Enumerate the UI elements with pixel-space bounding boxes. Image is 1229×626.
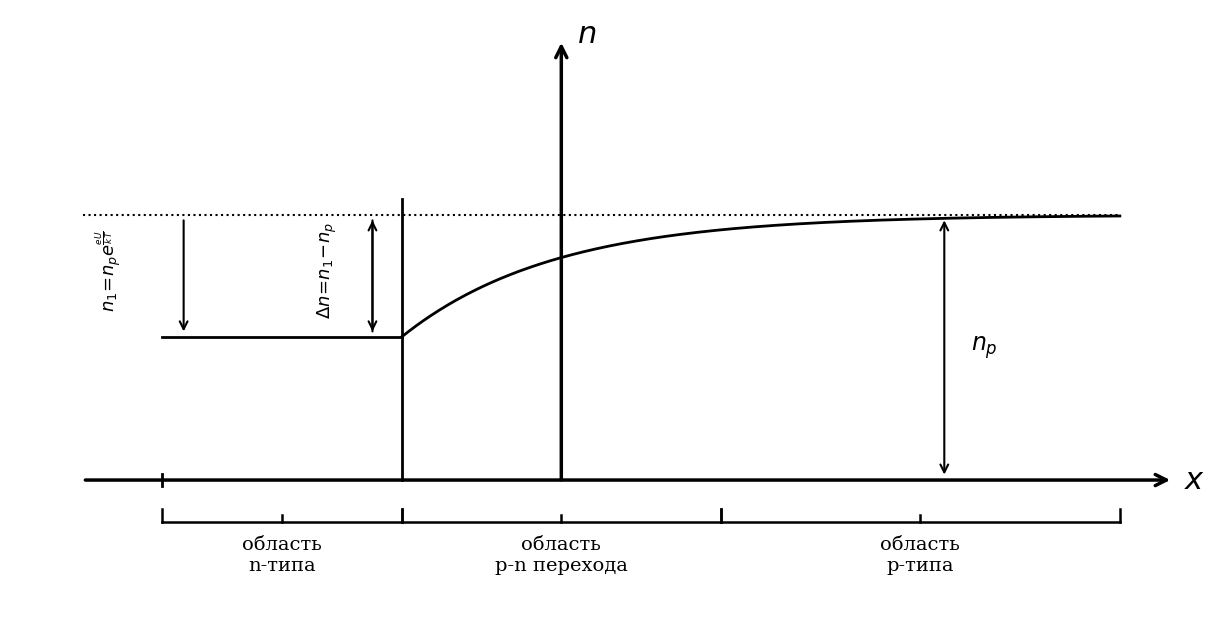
Text: область
p-типа: область p-типа — [880, 536, 960, 575]
Text: $n$: $n$ — [578, 19, 596, 50]
Text: $\Delta n\!=\!n_1\!-\!n_p$: $\Delta n\!=\!n_1\!-\!n_p$ — [316, 222, 339, 319]
Text: $n_1\!=\!n_p e^{\frac{eU}{kT}}$: $n_1\!=\!n_p e^{\frac{eU}{kT}}$ — [95, 230, 124, 312]
Text: $n_p$: $n_p$ — [971, 334, 998, 361]
Text: $x$: $x$ — [1184, 464, 1204, 496]
Text: область
n-типа: область n-типа — [242, 536, 322, 575]
Text: область
p-n перехода: область p-n перехода — [495, 536, 628, 575]
